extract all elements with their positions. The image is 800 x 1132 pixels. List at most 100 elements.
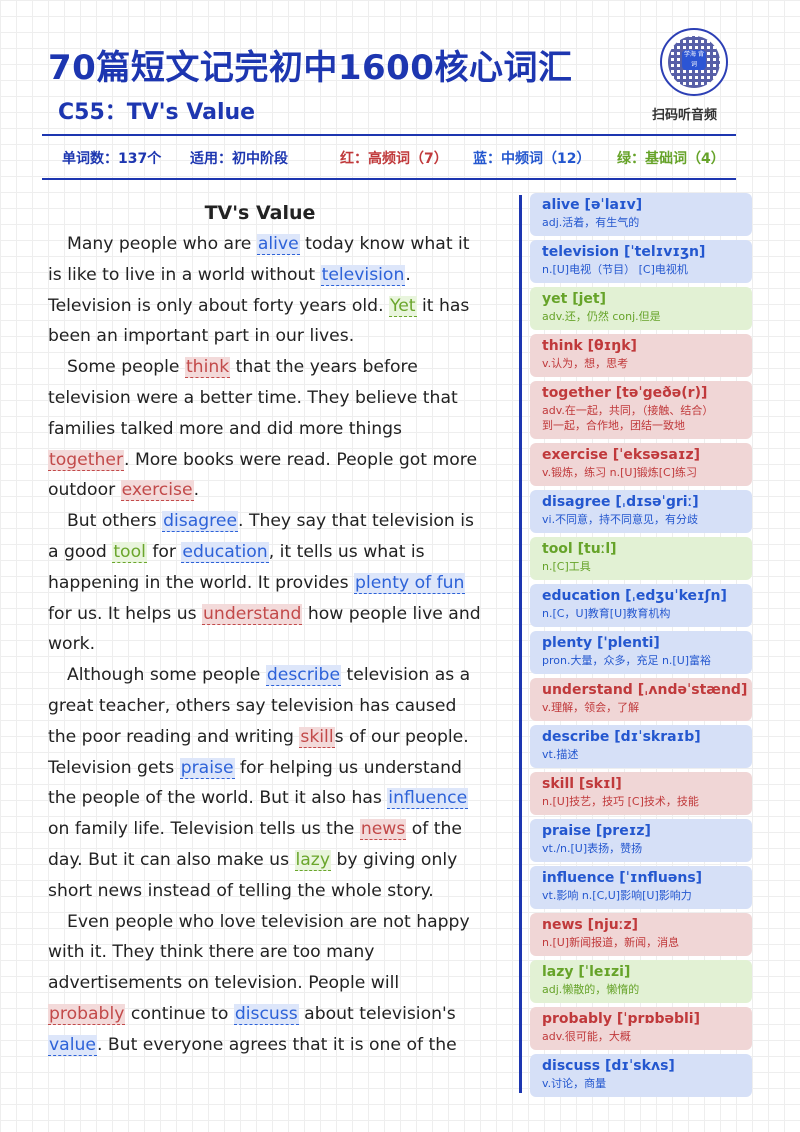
article-text: Although some people [67,665,266,686]
article-text: great teacher, others say television has… [48,695,457,716]
legend-green: 绿：基础词（4） [617,151,725,167]
article-line: Some people think that the years before [48,352,514,383]
article-line: outdoor exercise. [48,475,514,506]
article-text: with it. They think there are too many [48,942,375,963]
vocab-definition: 到一起，合作地，团结一致地 [542,419,685,432]
highlighted-word[interactable]: Yet [389,295,417,317]
highlighted-word[interactable]: lazy [294,849,332,871]
vocab-card[interactable]: praise [preɪz] vt./n.[U]表扬，赞扬 [530,819,752,862]
vocab-card[interactable]: alive [əˈlaɪv] adj.活着，有生气的 [530,193,752,236]
highlighted-word[interactable]: alive [256,234,300,255]
article-text: that the years before [230,357,418,378]
page-title: 70篇短文记完初中1600核心词汇 [48,48,573,88]
highlighted-word[interactable]: understand [202,603,303,625]
vocab-definition: v.锻炼，练习 n.[U]锻炼[C]练习 [542,466,698,479]
vocab-word: television [ˈtelɪvɪʒn] [542,244,706,260]
highlighted-word[interactable]: describe [265,665,342,687]
article-text: television as a [341,665,471,686]
highlighted-word[interactable]: exercise [120,480,194,502]
article-line: television were a better time. They beli… [48,383,514,414]
highlighted-word[interactable]: news [359,819,407,841]
vocab-word: tool [tuːl] [542,541,617,557]
article-title: TV's Value [204,202,316,224]
highlighted-word[interactable]: plenty of fun [354,572,466,594]
vocab-card[interactable]: influence [ˈɪnfluəns] vt.影响 n.[C,U]影响[U]影… [530,866,752,909]
vocab-definition: n.[C，U]教育[U]教育机构 [542,607,671,620]
vocab-card[interactable]: yet [jet] adv.还，仍然 conj.但是 [530,287,752,330]
vocab-word: news [njuːz] [542,917,638,933]
vocab-definition: adj.懒散的，懒惰的 [542,983,640,996]
article-line: for us. It helps us understand how peopl… [48,599,514,630]
vocab-card[interactable]: think [θɪŋk] v.认为，想，思考 [530,334,752,377]
legend-red: 红：高频词（7） [340,151,448,167]
vocab-word: plenty ['plenti] [542,635,660,651]
vocab-card[interactable]: skill [skɪl] n.[U]技艺，技巧 [C]技术，技能 [530,772,752,815]
vocab-word: influence [ˈɪnfluəns] [542,870,703,886]
article-line: day. But it can also make us lazy by giv… [48,845,514,876]
highlighted-word[interactable]: together [48,449,125,471]
highlighted-word[interactable]: think [184,357,231,379]
vocab-card[interactable]: lazy [ˈleɪzi] adj.懒散的，懒惰的 [530,960,752,1003]
vocab-card[interactable]: exercise [ˈeksəsaɪz] v.锻炼，练习 n.[U]锻炼[C]练习 [530,443,752,486]
vocab-word: understand [ˌʌndəˈstænd] [542,682,748,698]
article-line: with it. They think there are too many [48,937,514,968]
article-text: But others [67,511,163,532]
article-line: families talked more and did more things [48,414,514,445]
vocab-card[interactable]: together [təˈgeðə(r)] adv.在一起，共同，（接触、结合） 到… [530,381,752,439]
article-text: television were a better time. They beli… [48,387,458,408]
level-label: 适用：初中阶段 [190,151,288,167]
article-text: on family life. Television tells us the [48,819,360,840]
vocab-word: describe [dɪˈskraɪb] [542,729,701,745]
article-line: Many people who are alive today know wha… [48,229,514,260]
highlighted-word[interactable]: probably [48,1003,126,1025]
article-text: day. But it can also make us [48,849,295,870]
vocab-word: exercise [ˈeksəsaɪz] [542,447,701,463]
highlighted-word[interactable]: skill [299,726,335,748]
vocab-card[interactable]: disagree [ˌdɪsəˈgriː] vi.不同意，持不同意见，有分歧 [530,490,752,533]
article-line: advertisements on television. People wil… [48,968,514,999]
highlighted-word[interactable]: tool [112,541,147,563]
vocab-card[interactable]: describe [dɪˈskraɪb] vt.描述 [530,725,752,768]
article-text: . More books were read. People got more [124,449,478,470]
vocab-definition: adj.活着，有生气的 [542,216,640,229]
article-text: outdoor [48,480,121,501]
article-text: continue to [125,1003,234,1024]
article-line: happening in the world. It provides plen… [48,568,514,599]
article-text: for helping us understand [234,757,462,778]
vocab-word: skill [skɪl] [542,776,622,792]
highlighted-word[interactable]: television [320,264,406,286]
vocab-card[interactable]: television [ˈtelɪvɪʒn] n.[U]电视（节目） [C]电视机 [530,240,752,283]
vocab-word: alive [əˈlaɪv] [542,197,643,213]
highlighted-word[interactable]: education [181,541,269,563]
article-line: Television gets praise for helping us un… [48,753,514,784]
article-line: on family life. Television tells us the … [48,814,514,845]
header-divider-top [42,134,736,136]
vocab-definition: vt./n.[U]表扬，赞扬 [542,842,643,855]
vocab-card[interactable]: plenty ['plenti] pron.大量，众多，充足 n.[U]富裕 [530,631,752,674]
article-line: short news instead of telling the whole … [48,876,514,907]
vocab-card[interactable]: probably [ˈprɒbəbli] adv.很可能，大概 [530,1007,752,1050]
article-text: of the [406,819,462,840]
article-text: for [146,541,182,562]
vocab-definition: n.[U]技艺，技巧 [C]技术，技能 [542,795,699,808]
vocab-definition: adv.还，仍然 conj.但是 [542,310,661,323]
highlighted-word[interactable]: discuss [233,1003,299,1025]
vocab-card[interactable]: discuss [dɪˈskʌs] v.讨论，商量 [530,1054,752,1097]
qr-code[interactable]: 学海 背词 [660,28,728,96]
column-divider [519,195,522,1093]
vocab-card[interactable]: tool [tuːl] n.[C]工具 [530,537,752,580]
highlighted-word[interactable]: value [48,1034,97,1056]
highlighted-word[interactable]: disagree [162,511,239,533]
vocab-card[interactable]: education [ˌedʒuˈkeɪʃn] n.[C，U]教育[U]教育机构 [530,584,752,627]
article-text: , it tells us what is [268,541,425,562]
vocab-card[interactable]: news [njuːz] n.[U]新闻报道，新闻，消息 [530,913,752,956]
vocab-definition: vt.影响 n.[C,U]影响[U]影响力 [542,889,692,902]
vocab-word: disagree [ˌdɪsəˈgriː] [542,494,699,510]
page-header: 70篇短文记完初中1600核心词汇 C55：TV's Value 学海 背词 扫… [0,0,800,195]
highlighted-word[interactable]: praise [179,757,235,779]
article-text: about television's [298,1003,456,1024]
highlighted-word[interactable]: influence [387,788,469,810]
article-text: . They say that television is [238,511,474,532]
article-text: today know what it [299,234,470,254]
vocab-card[interactable]: understand [ˌʌndəˈstænd] v.理解，领会，了解 [530,678,752,721]
